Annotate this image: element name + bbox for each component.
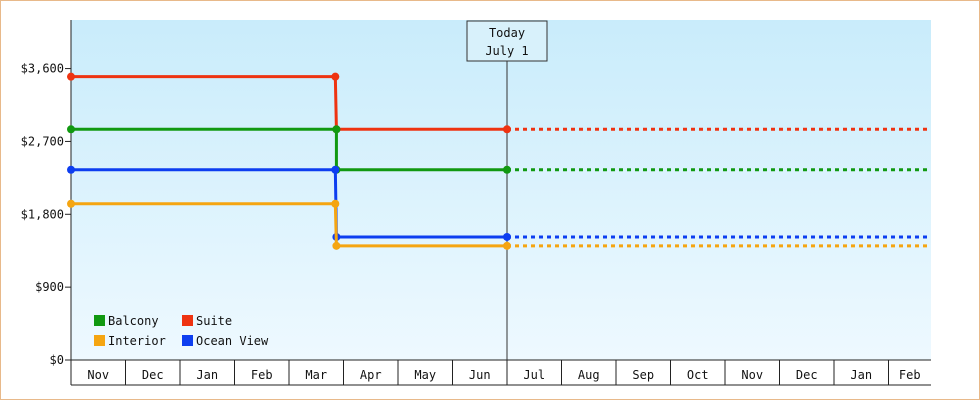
y-tick-label: $3,600 (21, 62, 64, 76)
series-line-suite (71, 75, 507, 131)
x-tick-label: Dec (142, 368, 164, 382)
series-line-interior (71, 202, 507, 248)
data-point-ocean-view (67, 165, 75, 174)
y-tick-label: $1,800 (21, 207, 64, 221)
y-tick-label: $0 (50, 353, 64, 367)
data-point-balcony (332, 125, 341, 134)
legend-label-ocean-view: Ocean View (196, 334, 269, 348)
legend-label-suite: Suite (196, 314, 232, 328)
data-point-balcony (67, 125, 75, 134)
data-point-interior (332, 241, 341, 250)
legend-label-balcony: Balcony (108, 314, 159, 328)
x-tick-label: Apr (360, 368, 382, 382)
data-point-suite (67, 72, 75, 81)
legend-swatch-ocean-view (182, 335, 193, 346)
x-tick-label: Sep (632, 368, 654, 382)
x-tick-label: Jan (850, 368, 872, 382)
x-tick-label: Jul (523, 368, 545, 382)
x-tick-label: Aug (578, 368, 600, 382)
plot-background (71, 20, 931, 360)
x-tick-label: Feb (899, 368, 921, 382)
data-point-balcony (503, 165, 511, 174)
legend-label-interior: Interior (108, 334, 166, 348)
x-tick-label: May (414, 368, 436, 382)
today-label: Today (489, 26, 525, 40)
y-tick-label: $900 (35, 280, 64, 294)
legend-swatch-suite (182, 315, 193, 326)
data-point-suite (331, 72, 340, 81)
x-tick-label: Feb (251, 368, 273, 382)
data-point-interior (331, 199, 340, 208)
series-line-balcony (71, 127, 507, 172)
data-point-suite (503, 125, 511, 134)
data-point-interior (67, 199, 75, 208)
x-tick-label: Jun (469, 368, 491, 382)
x-tick-label: Oct (687, 368, 709, 382)
data-point-ocean-view (331, 165, 340, 174)
x-tick-label: Dec (796, 368, 818, 382)
x-tick-label: Nov (87, 368, 109, 382)
today-box (466, 20, 548, 62)
legend-swatch-interior (94, 335, 105, 346)
data-point-interior (503, 241, 511, 250)
x-tick-label: Jan (196, 368, 218, 382)
today-date-label: July 1 (485, 44, 528, 58)
x-tick-label: Mar (305, 368, 327, 382)
legend-swatch-balcony (94, 315, 105, 326)
x-tick-label: Nov (741, 368, 763, 382)
data-point-ocean-view (503, 232, 511, 241)
y-tick-label: $2,700 (21, 134, 64, 148)
